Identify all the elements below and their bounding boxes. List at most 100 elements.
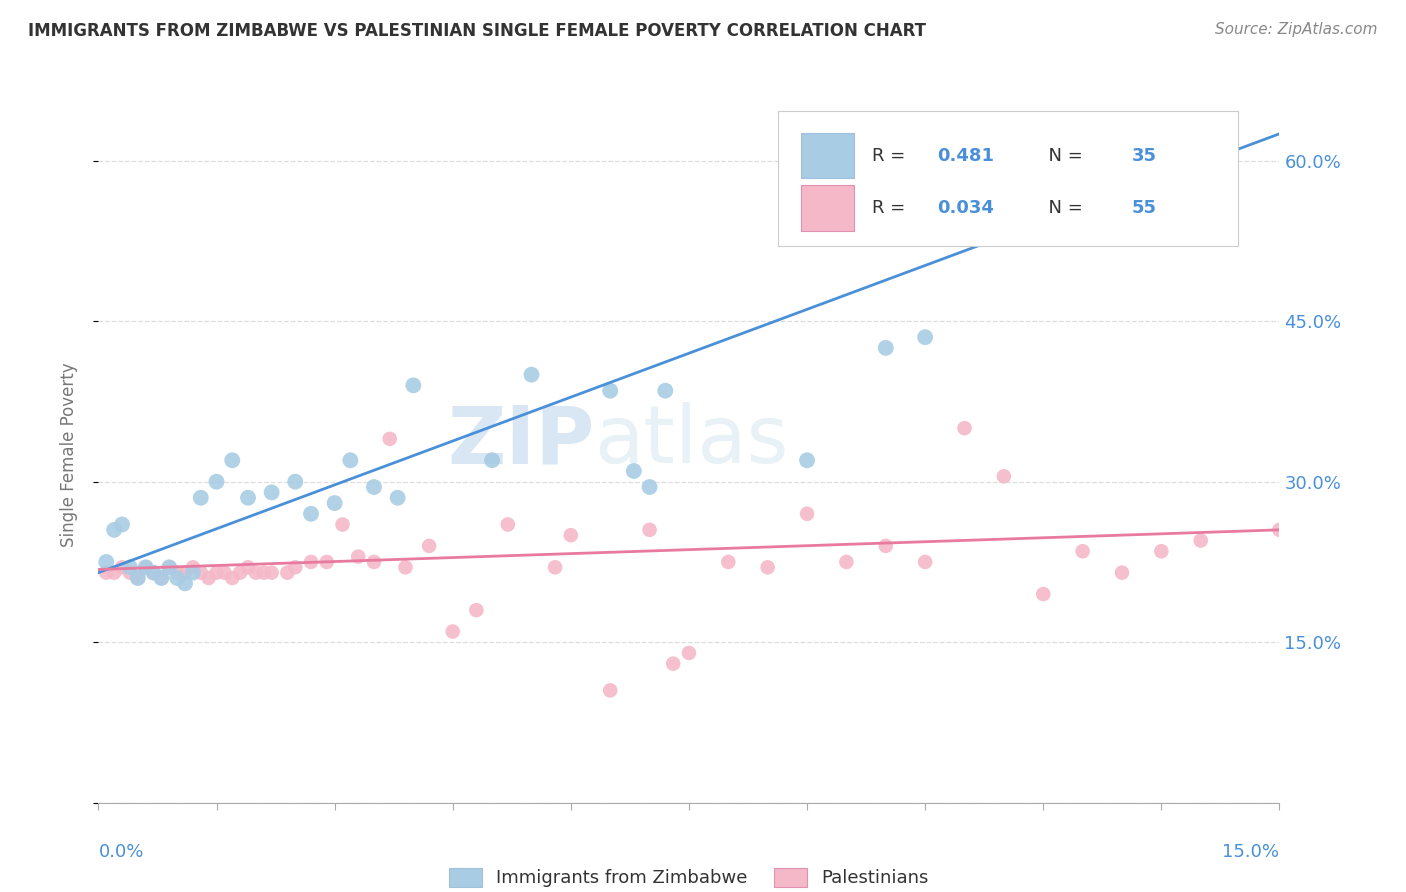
Text: 0.481: 0.481 <box>936 147 994 165</box>
Point <box>142 566 165 580</box>
Point <box>299 507 322 521</box>
Point <box>363 480 385 494</box>
Point <box>253 566 276 580</box>
Point <box>662 657 685 671</box>
Point <box>953 421 976 435</box>
Point <box>520 368 543 382</box>
Point <box>599 683 621 698</box>
Point <box>150 571 173 585</box>
Point <box>332 517 354 532</box>
Point <box>229 566 252 580</box>
Point <box>127 571 149 585</box>
Point <box>236 560 259 574</box>
Point <box>387 491 409 505</box>
Point <box>118 560 141 574</box>
Point <box>214 566 236 580</box>
Point <box>402 378 425 392</box>
Point <box>181 566 204 580</box>
FancyBboxPatch shape <box>801 186 855 230</box>
Point <box>914 555 936 569</box>
Point <box>221 453 243 467</box>
Point <box>481 453 503 467</box>
Point <box>678 646 700 660</box>
Point <box>1189 116 1212 130</box>
Point <box>1268 523 1291 537</box>
Point <box>654 384 676 398</box>
FancyBboxPatch shape <box>778 111 1239 246</box>
Point <box>190 566 212 580</box>
Point <box>166 566 188 580</box>
Point <box>190 491 212 505</box>
Point <box>418 539 440 553</box>
Text: R =: R = <box>872 199 911 217</box>
Point <box>205 475 228 489</box>
Point <box>323 496 346 510</box>
Point <box>174 566 197 580</box>
Point <box>260 566 283 580</box>
Point <box>276 566 298 580</box>
FancyBboxPatch shape <box>801 133 855 178</box>
Point <box>394 560 416 574</box>
Point <box>157 560 180 574</box>
Point <box>181 560 204 574</box>
Point <box>441 624 464 639</box>
Point <box>638 523 661 537</box>
Y-axis label: Single Female Poverty: Single Female Poverty <box>59 363 77 547</box>
Point <box>544 560 567 574</box>
Point <box>717 555 740 569</box>
Point <box>260 485 283 500</box>
Text: 0.0%: 0.0% <box>98 843 143 861</box>
Text: atlas: atlas <box>595 402 789 480</box>
Point <box>111 560 134 574</box>
Point <box>339 453 361 467</box>
Point <box>96 566 118 580</box>
Text: 0.034: 0.034 <box>936 199 994 217</box>
Point <box>221 571 243 585</box>
Point <box>103 566 125 580</box>
Point <box>205 566 228 580</box>
Point <box>103 523 125 537</box>
Point <box>1071 544 1094 558</box>
Text: R =: R = <box>872 147 911 165</box>
Point <box>875 539 897 553</box>
Point <box>150 571 173 585</box>
Point <box>245 566 267 580</box>
Text: Source: ZipAtlas.com: Source: ZipAtlas.com <box>1215 22 1378 37</box>
Point <box>315 555 337 569</box>
Point <box>157 560 180 574</box>
Point <box>166 571 188 585</box>
Point <box>993 469 1015 483</box>
Point <box>638 480 661 494</box>
Point <box>174 576 197 591</box>
Point <box>1032 587 1054 601</box>
Point <box>1150 544 1173 558</box>
Text: 15.0%: 15.0% <box>1222 843 1279 861</box>
Point <box>118 566 141 580</box>
Point <box>1111 566 1133 580</box>
Point <box>1189 533 1212 548</box>
Text: N =: N = <box>1038 199 1088 217</box>
Point <box>835 555 858 569</box>
Text: 55: 55 <box>1132 199 1157 217</box>
Text: 35: 35 <box>1132 147 1157 165</box>
Point <box>96 555 118 569</box>
Point <box>623 464 645 478</box>
Point <box>914 330 936 344</box>
Point <box>599 384 621 398</box>
Point <box>135 560 157 574</box>
Point <box>347 549 370 564</box>
Point <box>875 341 897 355</box>
Point <box>299 555 322 569</box>
Point <box>127 571 149 585</box>
Point <box>756 560 779 574</box>
Point <box>465 603 488 617</box>
Point <box>284 560 307 574</box>
Point <box>1111 202 1133 216</box>
Text: ZIP: ZIP <box>447 402 595 480</box>
Point <box>363 555 385 569</box>
Text: N =: N = <box>1038 147 1088 165</box>
Point <box>496 517 519 532</box>
Point <box>378 432 401 446</box>
Point <box>197 571 219 585</box>
Legend: Immigrants from Zimbabwe, Palestinians: Immigrants from Zimbabwe, Palestinians <box>441 861 936 892</box>
